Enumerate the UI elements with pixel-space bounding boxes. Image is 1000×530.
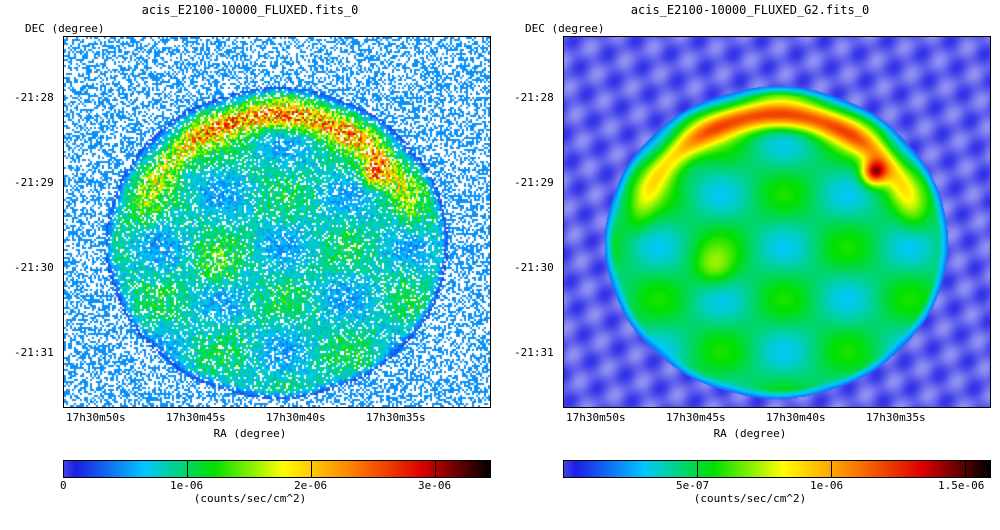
left-colorbar-mark: [311, 461, 312, 477]
right-dec-axis-label: DEC (degree): [525, 22, 605, 35]
right-ra-tick: 17h30m50s: [566, 411, 626, 424]
left-ra-axis-label: RA (degree): [213, 427, 287, 440]
left-ra-tick: 17h30m35s: [366, 411, 426, 424]
left-ra-tick: 17h30m40s: [266, 411, 326, 424]
right-smoothed-image[interactable]: [564, 37, 990, 407]
left-image-frame[interactable]: [63, 36, 491, 408]
left-fluxed-image[interactable]: [64, 37, 490, 407]
left-colorbar-label: (counts/sec/cm^2): [193, 492, 307, 505]
left-image-title: acis_E2100-10000_FLUXED.fits_0: [141, 3, 359, 17]
right-dec-tick: -21:31: [514, 346, 554, 359]
right-ra-tick: 17h30m45s: [666, 411, 726, 424]
right-colorbar-mark: [831, 461, 832, 477]
left-image-panel: acis_E2100-10000_FLUXED.fits_0 DEC (degr…: [14, 3, 491, 505]
right-colorbar-tick: 1e-06: [810, 479, 844, 492]
left-colorbar-tick: 1e-06: [170, 479, 204, 492]
left-dec-tick: -21:30: [14, 261, 54, 274]
left-colorbar-mark: [187, 461, 188, 477]
right-image-frame[interactable]: [563, 36, 991, 408]
left-dec-tick: -21:31: [14, 346, 54, 359]
right-dec-tick: -21:28: [514, 91, 554, 104]
left-colorbar: [63, 460, 491, 478]
left-dec-tick: -21:29: [14, 176, 54, 189]
right-colorbar: [563, 460, 991, 478]
right-colorbar-tick: 5e-07: [676, 479, 710, 492]
left-colorbar-mark: [435, 461, 436, 477]
right-colorbar-mark: [965, 461, 966, 477]
right-ra-axis-label: RA (degree): [713, 427, 787, 440]
left-colorbar-tick: 0: [60, 479, 67, 492]
right-dec-tick: -21:29: [514, 176, 554, 189]
right-colorbar-mark: [697, 461, 698, 477]
left-ra-tick: 17h30m45s: [166, 411, 226, 424]
right-image-title: acis_E2100-10000_FLUXED_G2.fits_0: [630, 3, 870, 17]
left-colorbar-tick: 3e-06: [418, 479, 452, 492]
left-dec-tick: -21:28: [14, 91, 54, 104]
right-dec-tick: -21:30: [514, 261, 554, 274]
right-image-panel: acis_E2100-10000_FLUXED_G2.fits_0 DEC (d…: [500, 0, 1000, 530]
right-ra-tick: 17h30m40s: [766, 411, 826, 424]
right-colorbar-tick: 1.5e-06: [938, 479, 985, 492]
left-dec-axis-label: DEC (degree): [25, 22, 105, 35]
left-colorbar-tick: 2e-06: [294, 479, 328, 492]
right-colorbar-label: (counts/sec/cm^2): [693, 492, 807, 505]
left-ra-tick: 17h30m50s: [66, 411, 126, 424]
right-ra-tick: 17h30m35s: [866, 411, 926, 424]
